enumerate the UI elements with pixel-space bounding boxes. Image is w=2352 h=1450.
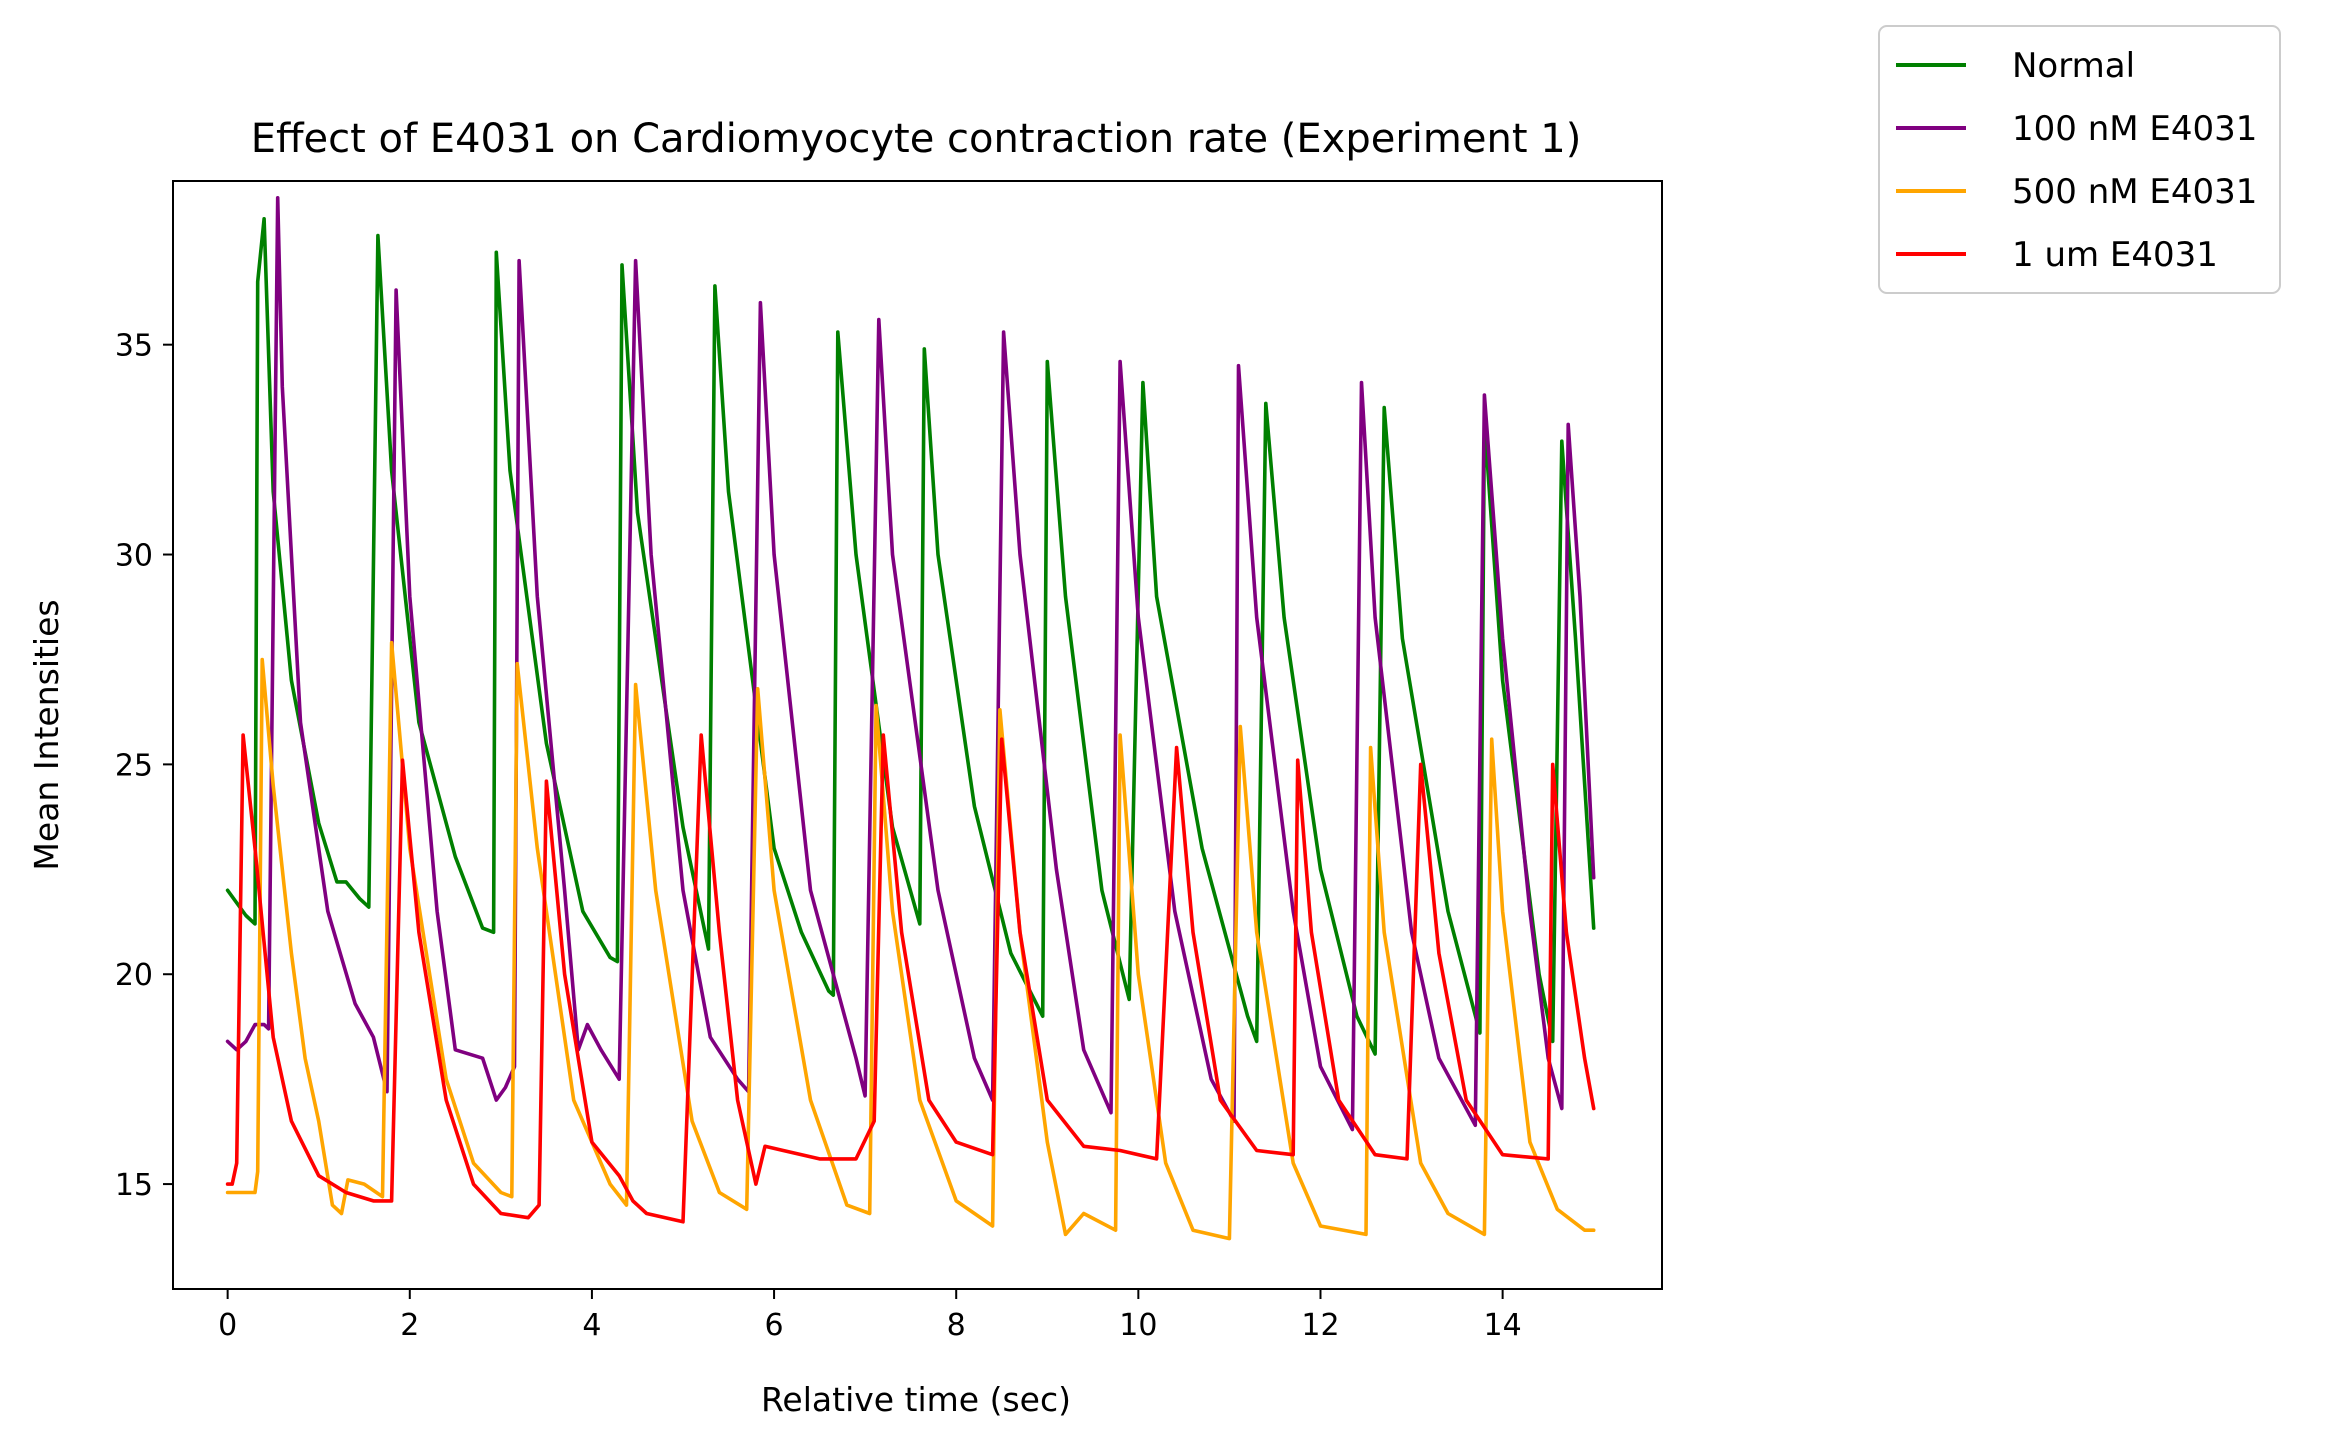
series-line-3 bbox=[225, 640, 1596, 1241]
y-axis-label: Mean Intensities bbox=[27, 599, 66, 870]
y-axis: 15 20 25 30 35 bbox=[115, 329, 173, 1203]
legend-box bbox=[1878, 25, 2281, 294]
y-tick-label: 15 bbox=[115, 1168, 153, 1203]
plot-area-frame bbox=[172, 180, 1663, 1290]
legend-label-3: 500 nM E4031 bbox=[2012, 172, 2257, 212]
y-tick-label: 35 bbox=[115, 329, 153, 364]
x-tick-label: 12 bbox=[1301, 1308, 1339, 1343]
legend-label-1: Normal bbox=[2012, 46, 2135, 86]
x-tick-label: 4 bbox=[582, 1308, 601, 1343]
series-line-1 bbox=[225, 217, 1596, 1056]
x-tick-label: 14 bbox=[1484, 1308, 1522, 1343]
legend-label-2: 100 nM E4031 bbox=[2012, 109, 2257, 149]
x-tick-label: 10 bbox=[1119, 1308, 1157, 1343]
y-tick-label: 25 bbox=[115, 748, 153, 783]
y-tick-label: 30 bbox=[115, 539, 153, 574]
x-tick-label: 2 bbox=[400, 1308, 419, 1343]
series-line-4 bbox=[225, 733, 1596, 1224]
chart-legend: Normal 100 nM E4031 500 nM E4031 1 um E4031 bbox=[1878, 25, 2281, 294]
x-axis-label: Relative time (sec) bbox=[761, 1380, 1071, 1419]
legend-label-4: 1 um E4031 bbox=[2012, 235, 2218, 275]
chart-title: Effect of E4031 on Cardiomyocyte contrac… bbox=[251, 116, 1582, 162]
series-layer bbox=[225, 196, 1596, 1241]
x-tick-label: 0 bbox=[218, 1308, 237, 1343]
x-axis: 0 2 4 6 8 10 12 14 bbox=[218, 1289, 1522, 1343]
x-tick-label: 8 bbox=[947, 1308, 966, 1343]
x-tick-label: 6 bbox=[765, 1308, 784, 1343]
y-tick-label: 20 bbox=[115, 958, 153, 993]
